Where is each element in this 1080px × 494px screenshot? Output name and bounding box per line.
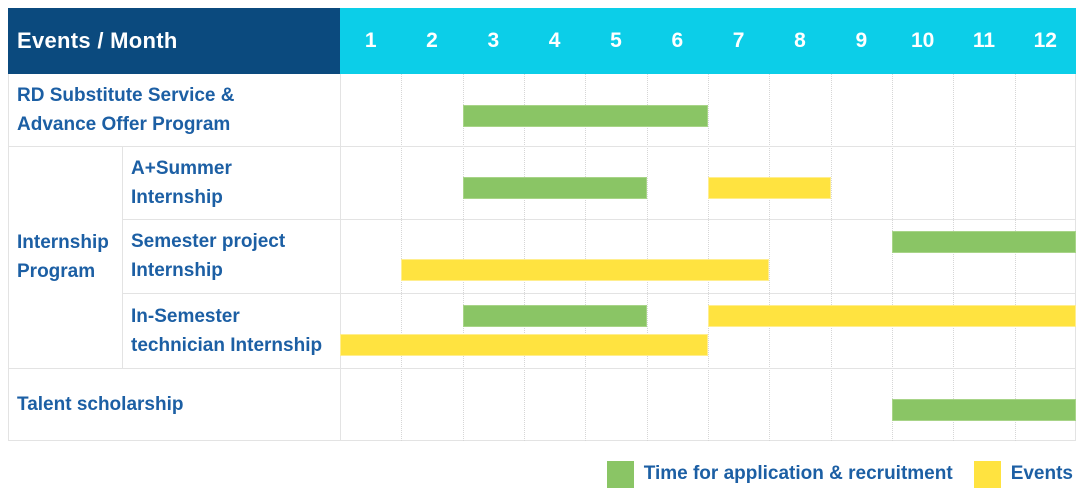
row-separator-4 <box>8 368 1076 369</box>
month-gridline-8 <box>830 74 832 441</box>
month-gridline-1 <box>401 74 403 441</box>
month-label-11: 11 <box>972 29 996 52</box>
gantt-bar-events <box>708 305 1076 328</box>
label-chart-divider <box>340 74 341 441</box>
month-gridline-10 <box>953 74 955 441</box>
month-label-1: 1 <box>364 29 377 52</box>
gantt-bar-events <box>401 259 770 282</box>
gantt-bar-application <box>462 177 647 200</box>
header-events-month-cell: Events / Month <box>8 8 340 74</box>
month-gridline-3 <box>524 74 525 441</box>
gantt-bar-application <box>462 104 708 127</box>
month-gridline-11 <box>1014 74 1016 441</box>
month-gridline-9 <box>892 74 893 441</box>
row-group-label-line: Program <box>17 261 96 282</box>
legend-swatch-application <box>606 460 634 488</box>
month-label-6: 6 <box>671 29 684 52</box>
gantt-bar-events <box>340 333 708 356</box>
chart-border-right <box>1075 74 1076 441</box>
gantt-bar-application <box>892 230 1076 253</box>
month-label-7: 7 <box>732 29 745 52</box>
row-label-1: RD Substitute Service & Advance Offer Pro… <box>8 74 340 146</box>
gantt-bar-application <box>892 399 1076 422</box>
legend-label-events: Events <box>1010 463 1073 484</box>
group-inner-divider <box>122 146 123 368</box>
row-label-line: technician Internship <box>131 334 323 356</box>
row-label-line: Advance Offer Program <box>17 114 231 135</box>
row-label-4: In-Semester technician Internship <box>122 293 340 368</box>
legend-item-application: Time for application & recruitment <box>606 460 953 488</box>
row-separator-2 <box>122 219 1076 220</box>
month-gridline-7 <box>769 74 771 441</box>
chart-legend: Time for application & recruitment Events <box>586 459 1073 489</box>
chart-border-left <box>8 74 9 441</box>
row-label-line: A+Summer <box>131 157 232 179</box>
legend-item-events: Events <box>973 460 1073 488</box>
legend-swatch-events <box>973 460 1001 488</box>
row-group-label-line: Internship <box>17 232 109 253</box>
month-label-9: 9 <box>855 29 868 52</box>
row-label-3: Semester project Internship <box>122 219 340 293</box>
chart-title: Events / Month <box>17 28 178 53</box>
month-gridline-2 <box>462 74 464 441</box>
month-label-8: 8 <box>794 29 806 52</box>
row-label-line: In-Semester <box>131 305 240 327</box>
row-separator-1 <box>8 146 1076 147</box>
month-label-12: 12 <box>1033 29 1057 52</box>
month-label-5: 5 <box>610 29 622 52</box>
gantt-bar-application <box>462 305 647 328</box>
month-label-2: 2 <box>426 29 438 52</box>
row-label-line: Semester project <box>131 231 286 252</box>
row-label-line: Internship <box>131 186 223 208</box>
chart-border-bottom <box>8 440 1076 441</box>
row-label-2: A+Summer Internship <box>122 146 340 219</box>
month-gridline-4 <box>585 74 587 441</box>
month-label-4: 4 <box>548 29 561 52</box>
row-label-line: RD Substitute Service & <box>17 85 235 106</box>
row-label-5: Talent scholarship <box>8 368 340 441</box>
legend-label-application: Time for application & recruitment <box>643 463 953 484</box>
row-group-label-internship-program: Internship Program <box>8 146 122 368</box>
row-separator-3 <box>122 293 1076 294</box>
month-gridline-6 <box>708 74 709 441</box>
row-label-line: Internship <box>131 260 223 281</box>
row-label-line: Talent scholarship <box>17 394 184 415</box>
month-header-row: 1 2 3 4 5 6 7 8 9 10 11 12 <box>340 8 1076 74</box>
month-label-3: 3 <box>487 29 500 52</box>
month-label-10: 10 <box>910 29 935 52</box>
month-gridline-5 <box>646 74 648 441</box>
gantt-bar-events <box>708 177 831 200</box>
